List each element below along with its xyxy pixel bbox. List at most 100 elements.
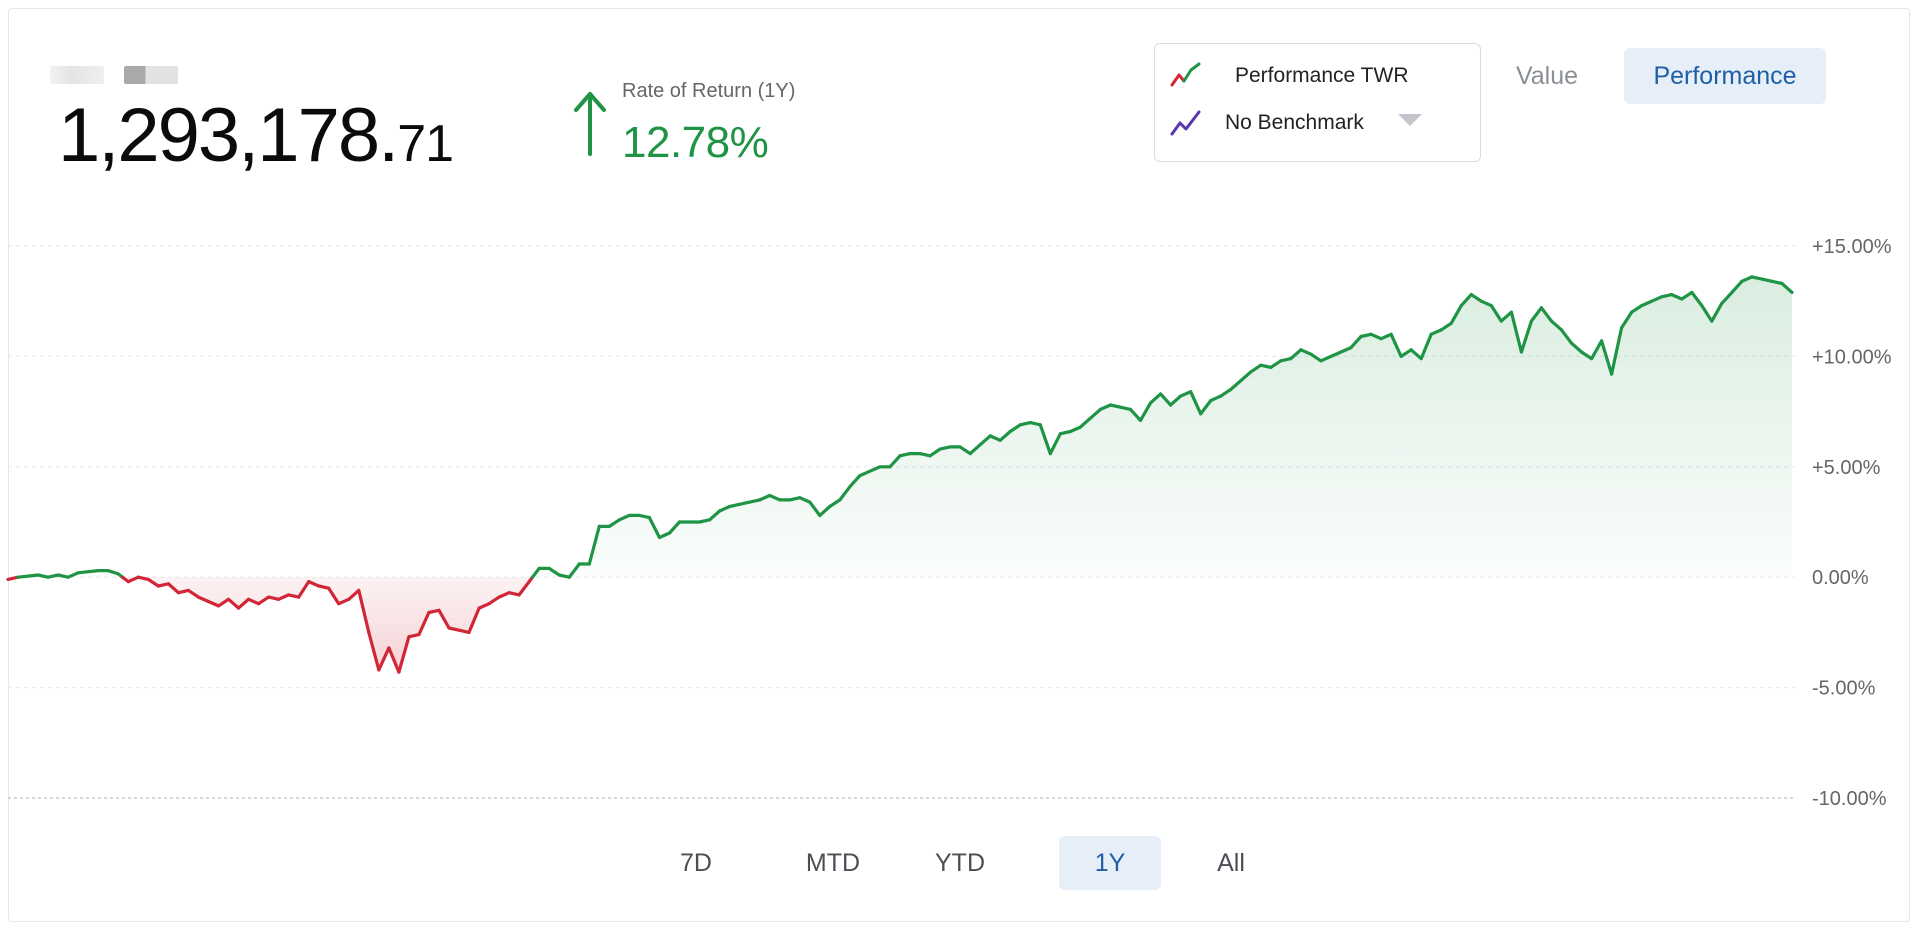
series-line-segment (497, 591, 511, 599)
period-tab-all[interactable]: All (1217, 849, 1245, 877)
series-line-segment (707, 509, 722, 522)
series-line-segment (277, 593, 291, 601)
series-line-segment (1640, 299, 1654, 308)
series-line-segment (1229, 379, 1243, 392)
series-line-segment (327, 586, 341, 606)
series-line-segment (437, 608, 451, 630)
series-line-segment (788, 496, 802, 502)
series-line-segment (1339, 346, 1353, 354)
series-line-segment (337, 597, 351, 606)
series-line-segment (1399, 348, 1413, 358)
series-line-segment (226, 597, 241, 610)
area-fill-negative (8, 577, 533, 673)
period-tab-mtd[interactable]: MTD (805, 849, 861, 877)
series-line-segment (186, 588, 200, 599)
series-line-segment (808, 500, 822, 518)
series-line-segment (1289, 348, 1303, 361)
series-line-segment (1379, 332, 1393, 341)
series-line-segment (86, 568, 100, 574)
series-line-segment (457, 628, 471, 635)
series-line-segment (1088, 407, 1103, 420)
series-line-segment (657, 531, 672, 540)
series-line-segment (637, 513, 652, 520)
series-line-segment (818, 504, 832, 518)
series-line-segment (1479, 299, 1493, 308)
series-line-segment (868, 465, 882, 473)
series-line-segment (76, 570, 90, 575)
series-line-segment (567, 562, 581, 579)
series-line-segment (1579, 350, 1594, 361)
series-line-segment (417, 610, 431, 637)
series-line-segment (507, 591, 521, 597)
series-line-segment (587, 524, 601, 566)
series-line-segment (848, 474, 862, 489)
period-tab-ytd[interactable]: YTD (935, 849, 985, 877)
series-line-segment (998, 429, 1012, 442)
series-line-segment (287, 593, 301, 599)
series-line-segment (16, 574, 30, 579)
series-line-segment (206, 599, 221, 608)
series-line-segment (216, 597, 231, 608)
series-line-segment (828, 498, 842, 509)
series-line-segment (617, 513, 632, 522)
series-line-segment (1078, 416, 1093, 429)
period-tab-1y[interactable]: 1Y (1059, 836, 1161, 890)
series-line-segment (717, 504, 732, 513)
series-line-segment (758, 493, 772, 502)
return-label: Rate of Return (1Y) (622, 80, 796, 102)
series-line-segment (1359, 332, 1373, 339)
series-line-segment (367, 630, 381, 672)
benchmark-selector[interactable]: Performance TWR No Benchmark (1154, 43, 1481, 162)
series-line-segment (357, 588, 371, 635)
series-line-segment (136, 575, 150, 582)
series-line-segment (1629, 304, 1644, 314)
series-line-segment (467, 606, 481, 635)
rate-of-return: Rate of Return (1Y) 12.78% (570, 78, 830, 168)
series-line-segment (1319, 354, 1333, 363)
series-line-segment (1730, 279, 1744, 294)
series-line-segment (1439, 321, 1453, 332)
series-line-segment (1670, 293, 1684, 301)
series-line-segment (307, 579, 321, 588)
series-line-segment (1068, 425, 1083, 434)
series-line-segment (1279, 357, 1293, 363)
series-line-segment (1469, 293, 1483, 303)
series-line-segment (447, 626, 461, 632)
series-line-segment (1449, 304, 1463, 325)
series-line-segment (26, 573, 40, 578)
series-line-segment (1459, 293, 1473, 308)
series-performance-twr (6, 275, 1794, 674)
series-label: Performance TWR (1235, 64, 1409, 87)
benchmark-row[interactable]: No Benchmark (1169, 105, 1364, 141)
line-chart-icon (1170, 110, 1201, 136)
series-line-segment (477, 602, 491, 610)
tab-performance[interactable]: Performance (1624, 48, 1826, 104)
series-line-segment (317, 584, 331, 590)
series-line-segment (958, 445, 972, 456)
tab-value[interactable]: Value (1515, 62, 1579, 90)
series-line-segment (1138, 401, 1153, 422)
series-line-segment (1650, 295, 1664, 303)
area-fill-positive (8, 276, 1792, 578)
series-line-segment (1269, 359, 1283, 369)
caret-down-icon[interactable] (1398, 114, 1422, 126)
series-line-segment (1158, 392, 1173, 407)
series-line-segment (1559, 328, 1574, 345)
series-line-segment (1409, 348, 1423, 361)
series-line-segment (1028, 421, 1042, 427)
series-line-segment (1058, 429, 1073, 436)
performance-chart: +15.00% +10.00% +5.00% 0.00% -5.00% -10.00% (6, 236, 1892, 810)
series-line-segment (968, 443, 982, 456)
line-chart-icon (1170, 62, 1201, 87)
series-line-segment (1239, 370, 1253, 383)
period-tab-7d[interactable]: 7D (680, 849, 712, 877)
series-line-segment (727, 502, 742, 509)
series-line-segment (838, 485, 852, 502)
series-line-segment (1690, 290, 1704, 308)
series-line-segment (1569, 341, 1584, 354)
series-line-segment (166, 582, 180, 595)
series-line-segment (547, 566, 561, 577)
series-line-segment (1589, 339, 1604, 361)
series-line-segment (397, 635, 411, 674)
series-line-segment (918, 452, 932, 458)
